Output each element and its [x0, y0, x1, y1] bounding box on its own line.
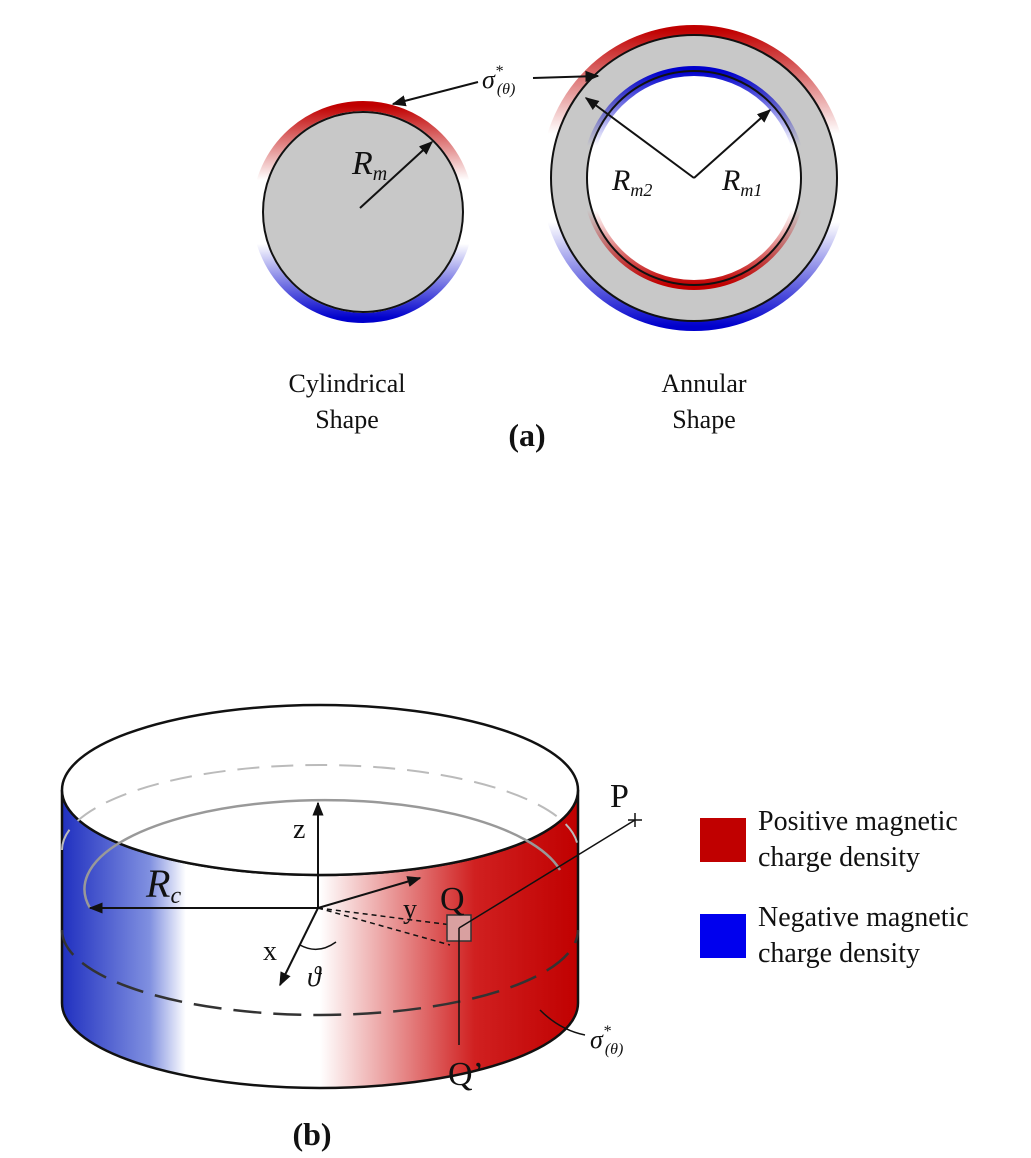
- subscript: m2: [630, 180, 652, 200]
- superscript: *: [603, 1023, 611, 1040]
- point-label: Q: [440, 881, 465, 918]
- legend-label: charge density: [758, 938, 920, 969]
- caption: Annular: [661, 369, 747, 398]
- caption: Shape: [315, 405, 379, 434]
- caption: Cylindrical: [289, 369, 406, 398]
- panel-label: (b): [292, 1116, 331, 1152]
- symbol: R: [351, 145, 373, 182]
- panel-label: (a): [508, 417, 545, 453]
- subscript: m: [373, 163, 387, 185]
- axis-label: z: [293, 814, 305, 845]
- legend-label: Positive magnetic: [758, 806, 958, 837]
- legend: Positive magnetic charge density Negative …: [700, 806, 969, 969]
- legend-label: Negative magnetic: [758, 902, 969, 933]
- symbol: R: [145, 861, 170, 906]
- subscript: c: [170, 883, 181, 909]
- subscript: (θ): [497, 81, 516, 98]
- point-label: Q’: [448, 1056, 484, 1093]
- panel-a: Rm Rm2 Rm1 σ*(θ) Cylindrical Shape Annul…: [257, 30, 842, 453]
- symbol: R: [721, 164, 740, 197]
- axis-label: x: [263, 936, 277, 967]
- superscript: *: [495, 63, 503, 80]
- page: {"panel_a": {"sigma_label": {"base": "σ"…: [0, 0, 1031, 1158]
- pointer: [393, 82, 478, 104]
- angle-label: ϑ: [307, 962, 322, 993]
- subscript: (θ): [605, 1041, 624, 1058]
- panel-b: Rc z y x ϑ P Q Q’ σ*(θ) (b): [62, 705, 642, 1152]
- point-label: P: [610, 778, 629, 815]
- figure: Rm Rm2 Rm1 σ*(θ) Cylindrical Shape Annul…: [0, 0, 1031, 1158]
- legend-swatch: [700, 818, 746, 862]
- legend-swatch: [700, 914, 746, 958]
- axis-label: y: [403, 894, 417, 925]
- sigma-label: σ*(θ): [482, 63, 515, 98]
- symbol: R: [611, 164, 630, 197]
- caption: Shape: [672, 405, 736, 434]
- sigma-label: σ*(θ): [590, 1023, 623, 1058]
- legend-label: charge density: [758, 842, 920, 873]
- cylinder-section: [263, 112, 463, 312]
- subscript: m1: [740, 180, 762, 200]
